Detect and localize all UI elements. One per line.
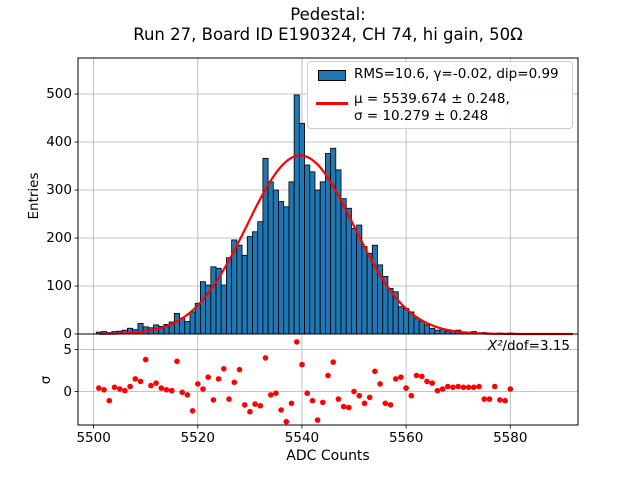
- chi2-annotation: X²/dof=3.15: [488, 338, 570, 354]
- tick-marks: [74, 93, 511, 429]
- figure-title: Pedestal: Run 27, Board ID E190324, CH 7…: [78, 5, 578, 45]
- x-tick-label: 5500: [76, 430, 111, 446]
- x-axis-label: ADC Counts: [286, 448, 370, 464]
- y-tick-label-main: 100: [46, 278, 72, 294]
- y-tick-label-residual: 5: [63, 341, 72, 358]
- legend-histogram-label: RMS=10.6, γ=-0.02, dip=0.99: [354, 66, 559, 82]
- axes-spines: [77, 57, 579, 426]
- chi2-value: /dof=3.15: [502, 338, 571, 354]
- title-line-1: Pedestal:: [290, 5, 366, 24]
- x-tick-label: 5540: [284, 430, 320, 446]
- y-tick-label-residual: 0: [63, 383, 72, 400]
- legend: RMS=10.6, γ=-0.02, dip=0.99 μ = 5539.674…: [307, 61, 573, 129]
- residual-points: [96, 339, 514, 425]
- title-line-2: Run 27, Board ID E190324, CH 74, hi gain…: [133, 25, 523, 44]
- legend-fit-line-swatch: [316, 102, 348, 105]
- x-tick-label: 5520: [180, 430, 215, 446]
- legend-histogram-swatch: [318, 70, 346, 81]
- x-tick-label: 5580: [493, 430, 528, 446]
- chi2-symbol: X²: [487, 338, 503, 354]
- y-tick-label-main: 0: [63, 326, 72, 342]
- x-tick-label: 5560: [388, 430, 424, 446]
- y-tick-label-main: 300: [46, 182, 72, 198]
- legend-fit-label-line2: σ = 10.279 ± 0.248: [354, 108, 489, 124]
- legend-fit-label-line1: μ = 5539.674 ± 0.248,: [354, 91, 510, 107]
- histogram-bars: [95, 94, 514, 335]
- y-tick-label-main: 400: [46, 134, 72, 150]
- y-tick-label-main: 500: [46, 86, 72, 102]
- y-tick-label-main: 200: [46, 230, 72, 246]
